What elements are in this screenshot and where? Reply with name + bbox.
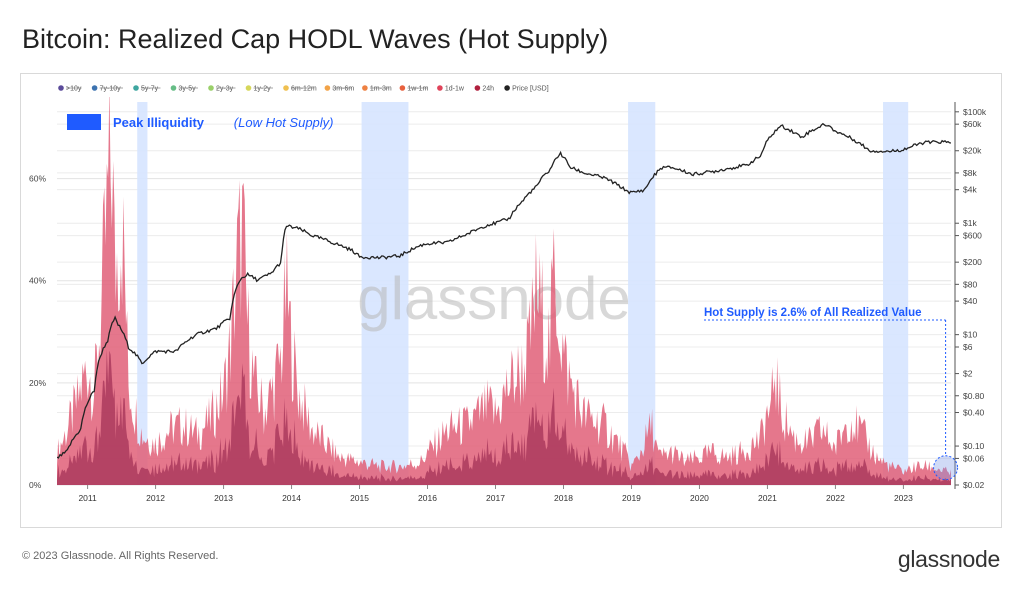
legend-label: Price [USD]	[512, 86, 549, 93]
x-tick-label: 2023	[894, 493, 913, 503]
y-right-tick-label: $600	[963, 231, 982, 241]
y-right-tick-label: $0.06	[963, 453, 985, 463]
page-title: Bitcoin: Realized Cap HODL Waves (Hot Su…	[22, 24, 609, 54]
legend-swatch	[208, 85, 214, 91]
legend-label: 1d-1w	[445, 86, 465, 93]
band-legend-sublabel: (Low Hot Supply)	[234, 115, 334, 130]
peak-illiquidity-band	[628, 102, 656, 485]
legend-swatch	[245, 85, 252, 91]
y-right-tick-label: $6	[963, 342, 973, 352]
y-right-tick-label: $0.02	[963, 480, 985, 490]
legend-label: 5y-7y	[141, 86, 159, 93]
legend-swatch	[133, 85, 139, 91]
y-right-tick-label: $0.80	[963, 391, 985, 401]
legend-swatch	[283, 85, 289, 91]
x-tick-label: 2015	[350, 493, 369, 503]
legend-swatch	[58, 85, 64, 91]
watermark-text: glassnode	[357, 265, 631, 332]
hot-supply-areas	[57, 97, 951, 485]
y-right-tick-label: $60k	[963, 119, 982, 129]
legend-swatch	[170, 85, 177, 91]
price-usd-line	[57, 122, 951, 459]
legend-label: >10y	[66, 86, 82, 93]
annotation-text: Hot Supply is 2.6% of All Realized Value	[704, 307, 922, 319]
legend-swatch	[324, 85, 331, 91]
band-legend-label: Peak Illiquidity	[113, 115, 205, 130]
x-tick-label: 2012	[146, 493, 165, 503]
legend-label: 1w-1m	[407, 86, 428, 93]
legend-swatch	[474, 85, 481, 91]
x-tick-label: 2016	[418, 493, 437, 503]
annotation-highlight-circle	[933, 455, 959, 481]
y-right-tick-label: $8k	[963, 168, 977, 178]
y-right-tick-label: $200	[963, 257, 982, 267]
y-left-tick-label: 20%	[29, 378, 46, 388]
legend-label: 3y-5y	[179, 86, 197, 93]
legend-label: 7y-10y	[100, 86, 122, 93]
y-right-tick-label: $0.40	[963, 408, 985, 418]
peak-illiquidity-band	[137, 102, 148, 485]
x-tick-label: 2019	[622, 493, 641, 503]
y-right-tick-label: $80	[963, 279, 977, 289]
legend-label: 6m-12m	[291, 86, 317, 93]
legend-swatch	[362, 85, 368, 91]
y-right-tick-label: $100k	[963, 107, 987, 117]
legend-label: 1m-3m	[370, 86, 392, 93]
legend-label: 24h	[482, 86, 494, 93]
x-tick-label: 2022	[826, 493, 845, 503]
y-left-tick-label: 40%	[29, 276, 46, 286]
y-left-tick-label: 0%	[29, 480, 42, 490]
chart-frame: glassnode 0% 20% 40% 60% $100k $60k $20k $8k $4k $…	[20, 73, 1002, 528]
legend-label: 1y-2y	[254, 86, 272, 93]
x-tick-label: 2017	[486, 493, 505, 503]
hodl-waves-chart: glassnode 0% 20% 40% 60% $100k $60k $20k $8k $4k $…	[29, 85, 987, 503]
legend-swatch	[91, 85, 98, 91]
series-24h-area	[57, 348, 951, 485]
footer-brand-logo[interactable]: glassnode	[897, 546, 1000, 572]
series-1d-1w-area	[57, 97, 951, 485]
legend-swatch	[504, 85, 510, 91]
band-legend-swatch	[67, 114, 101, 130]
y-right-tick-label: $40	[963, 296, 977, 306]
legend-label: 2y-3y	[216, 86, 234, 93]
legend-label: 3m-6m	[332, 86, 354, 93]
legend-swatch	[399, 85, 406, 91]
legend-swatch	[437, 85, 443, 91]
x-tick-label: 2014	[282, 493, 301, 503]
y-right-tick-label: $1k	[963, 218, 977, 228]
x-tick-label: 2020	[690, 493, 709, 503]
x-tick-label: 2018	[554, 493, 573, 503]
y-right-tick-label: $4k	[963, 185, 977, 195]
peak-illiquidity-band	[361, 102, 409, 485]
y-left-tick-label: 60%	[29, 174, 46, 184]
x-tick-label: 2013	[214, 493, 233, 503]
y-right-tick-label: $10	[963, 330, 977, 340]
y-right-tick-label: $20k	[963, 146, 982, 156]
y-right-tick-label: $0.10	[963, 441, 985, 451]
footer-copyright: © 2023 Glassnode. All Rights Reserved.	[22, 550, 219, 562]
peak-illiquidity-band	[883, 102, 909, 485]
x-tick-label: 2021	[758, 493, 777, 503]
y-right-tick-label: $2	[963, 369, 973, 379]
x-tick-label: 2011	[78, 493, 97, 503]
